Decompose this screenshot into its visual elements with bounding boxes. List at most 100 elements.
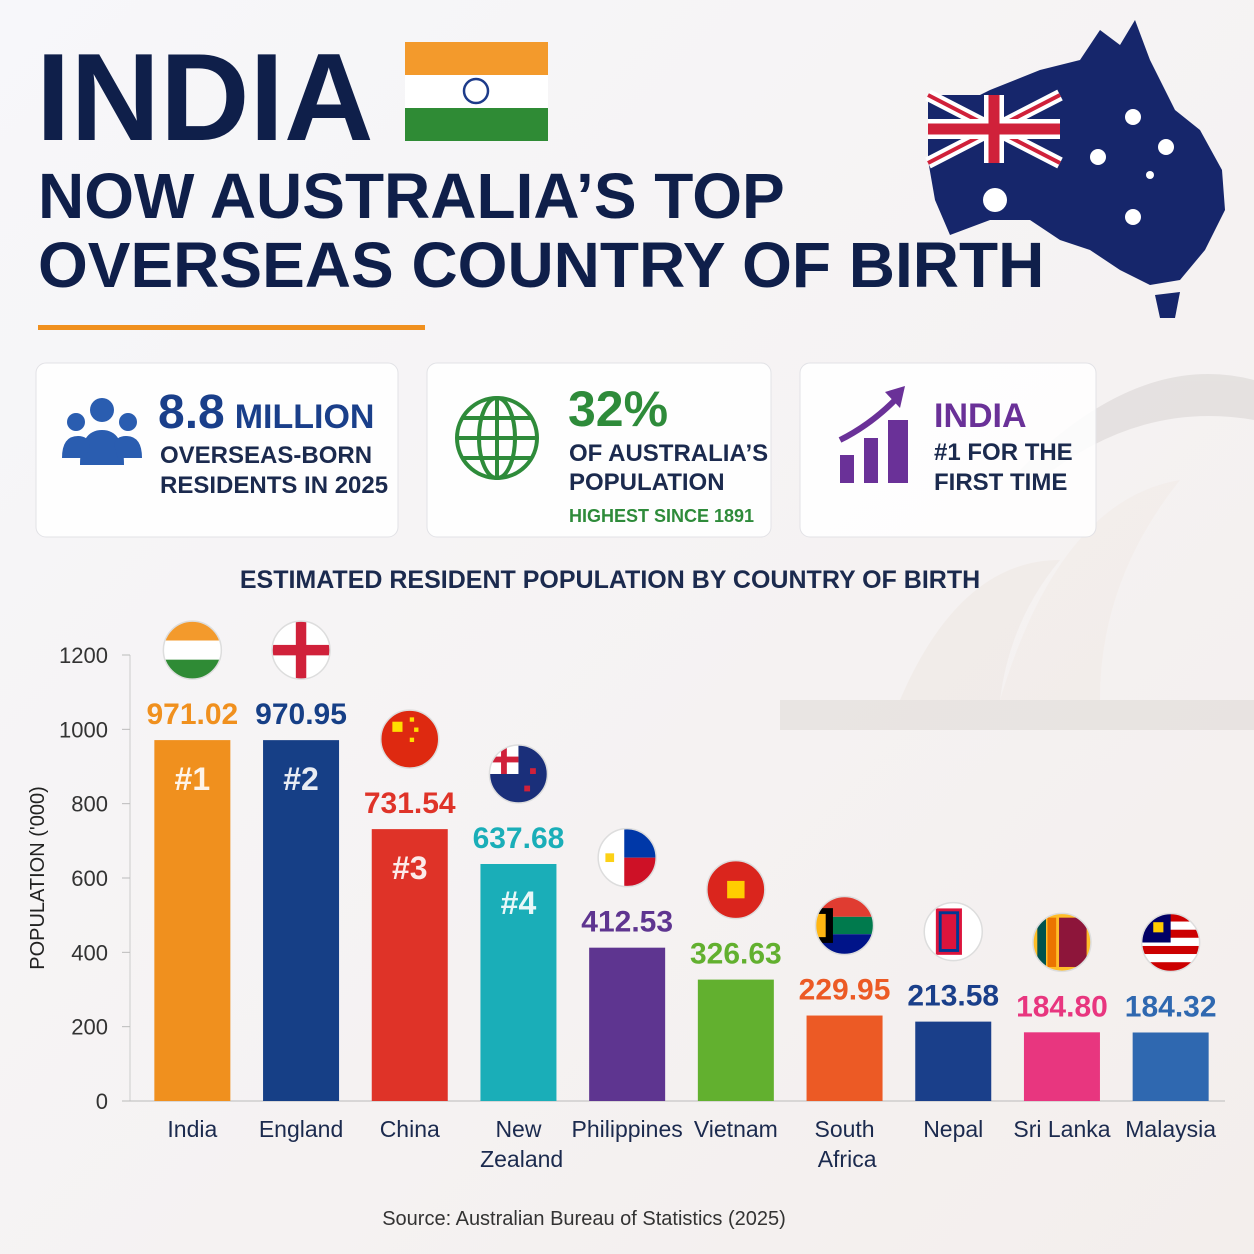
x-tick-label: Malaysia: [1125, 1116, 1216, 1142]
x-tick-label: Nepal: [923, 1116, 983, 1142]
value-label: 184.80: [1016, 990, 1108, 1023]
y-tick-label: 0: [96, 1089, 108, 1114]
value-label: 213.58: [907, 980, 999, 1013]
flag-ring: [488, 744, 549, 804]
stat-line: OVERSEAS-BORN: [160, 442, 372, 469]
flag-ring: [1032, 912, 1092, 973]
divider: [38, 325, 425, 330]
stat-note: HIGHEST SINCE 1891: [569, 506, 754, 526]
flag-part: [1047, 917, 1057, 967]
flag-part: [1037, 917, 1046, 967]
bar: [371, 829, 448, 1101]
bar: [589, 947, 666, 1101]
stat-line: POPULATION: [569, 469, 725, 496]
y-tick-label: 200: [71, 1015, 108, 1040]
flag-ring: [814, 895, 875, 956]
y-axis-label: POPULATION ('000): [27, 786, 49, 970]
stat-card: 32% OF AUSTRALIA’S POPULATION HIGHEST SI…: [426, 362, 772, 538]
flag-part: [1059, 917, 1087, 967]
flag-icon: [815, 896, 874, 955]
bar: [1023, 1032, 1100, 1101]
stat-headline: INDIA: [934, 397, 1027, 435]
bar: [154, 740, 231, 1101]
flag-part: [815, 913, 826, 938]
x-tick-label: England: [259, 1116, 343, 1142]
flag-ring: [271, 620, 331, 680]
sydney-backdrop: [780, 374, 1254, 730]
stat-unit: MILLION: [235, 398, 375, 436]
subtitle-line: NOW AUSTRALIA’S TOP: [38, 160, 785, 232]
flag-ring: [923, 901, 983, 962]
flag-part: [941, 914, 957, 950]
stat-line: #1 FOR THE: [934, 439, 1073, 466]
flag-ring: [597, 827, 657, 888]
title: INDIA: [36, 29, 374, 167]
x-tick-label: New Zealand: [474, 1116, 564, 1172]
stat-line: OF AUSTRALIA’S: [569, 440, 768, 467]
australia-map: [925, 20, 1225, 318]
flag-part: [272, 644, 331, 656]
flag-part: [1141, 962, 1200, 972]
stat-headline: 32%: [568, 381, 668, 437]
bar: [1132, 1032, 1209, 1101]
flag-part: [409, 717, 415, 722]
bar: [697, 979, 774, 1101]
flag-icon: [272, 621, 331, 680]
rank-label: #1: [175, 761, 211, 797]
source: Source: Australian Bureau of Statistics …: [382, 1208, 786, 1230]
flag-icon: [706, 860, 765, 919]
flag-icon: [1032, 913, 1091, 972]
flag-ring: [380, 709, 440, 769]
x-tick-label: South Africa: [813, 1116, 877, 1172]
rank-label: #4: [501, 885, 537, 921]
flag-part: [530, 768, 536, 774]
flag-part: [524, 785, 531, 792]
value-label: 184.32: [1125, 990, 1217, 1023]
flag-part: [409, 737, 415, 743]
y-tick-label: 400: [71, 940, 108, 965]
flag-part: [1153, 922, 1164, 933]
plot: 0 200 400 600 800 1000 1200 India 971.02 #1 Englan…: [59, 620, 1225, 1172]
flag-icon: [380, 710, 439, 769]
india-flag: [405, 42, 548, 141]
bar: [480, 863, 557, 1101]
flag-icon: [489, 744, 548, 803]
rank-label: #2: [283, 761, 319, 797]
value-label: 637.68: [473, 822, 565, 855]
stat-card: 8.8 MILLION OVERSEAS-BORN RESIDENTS IN 20…: [35, 362, 399, 538]
flag-part: [605, 853, 615, 863]
y-tick-label: 600: [71, 866, 108, 891]
flag-ring: [1140, 912, 1201, 973]
x-tick-label: China: [380, 1116, 440, 1142]
rank-label: #3: [392, 850, 428, 886]
flag-part: [163, 621, 222, 641]
flag-icon: [924, 902, 983, 961]
flag-ring: [162, 620, 223, 680]
flag-ring: [706, 859, 766, 920]
flag-part: [163, 659, 222, 680]
value-label: 412.53: [581, 906, 673, 939]
flag-part: [727, 880, 745, 899]
value-label: 970.95: [255, 698, 347, 731]
flag-part: [163, 640, 222, 660]
bar: [263, 740, 340, 1101]
bar: [806, 1015, 883, 1101]
chart-title: ESTIMATED RESIDENT POPULATION BY COUNTRY…: [240, 566, 980, 594]
x-tick-label: Sri Lanka: [1013, 1116, 1110, 1142]
flag-part: [1141, 954, 1200, 963]
x-tick-label: Vietnam: [694, 1116, 778, 1142]
y-tick-label: 1000: [59, 717, 108, 742]
y-tick-label: 1200: [59, 643, 108, 668]
x-tick-label: Philippines: [572, 1116, 683, 1142]
value-label: 326.63: [690, 938, 782, 971]
value-label: 229.95: [799, 974, 891, 1007]
flag-part: [392, 721, 403, 732]
y-tick-label: 800: [71, 792, 108, 817]
flag-part: [489, 756, 519, 763]
stat-card: INDIA #1 FOR THE FIRST TIME: [799, 362, 1097, 538]
flag-part: [1141, 945, 1200, 955]
bar: [915, 1021, 992, 1101]
